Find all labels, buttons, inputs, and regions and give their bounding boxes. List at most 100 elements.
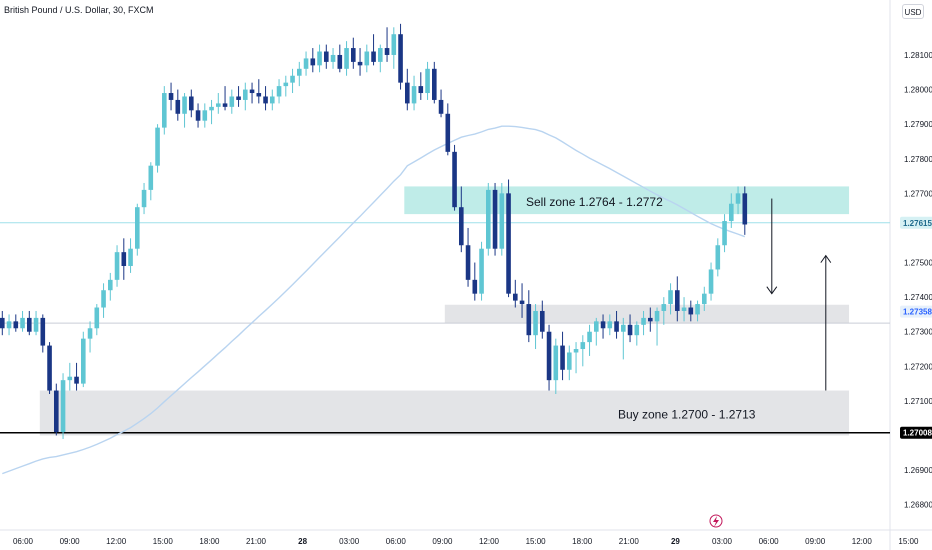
candle <box>0 317 5 329</box>
x-tick-label: 29 <box>671 537 680 546</box>
price-label: 1.27358 <box>903 308 932 317</box>
x-tick-label: 03:00 <box>339 537 360 546</box>
candle <box>465 245 471 280</box>
candle <box>567 352 572 370</box>
candle <box>202 110 208 121</box>
candle <box>506 193 511 294</box>
candle <box>600 321 606 329</box>
candle <box>438 99 444 114</box>
candle <box>735 193 741 204</box>
candle <box>546 331 552 381</box>
candle <box>425 68 430 94</box>
candle <box>533 310 538 336</box>
candle <box>81 338 86 384</box>
candle <box>391 34 397 55</box>
candle <box>27 317 32 332</box>
y-tick-label: 1.27400 <box>904 293 932 302</box>
candle <box>54 390 59 433</box>
candle <box>519 300 525 305</box>
candle <box>560 345 565 370</box>
candle <box>607 321 613 329</box>
candle <box>222 103 228 107</box>
candle <box>249 89 255 94</box>
price-label-box <box>900 216 932 229</box>
currency-button[interactable]: USD <box>902 4 924 19</box>
candle <box>418 86 424 94</box>
price-label: 1.27008 <box>903 429 932 438</box>
candle <box>74 376 79 384</box>
candle <box>148 165 154 190</box>
candle <box>121 252 127 266</box>
y-tick-label: 1.27300 <box>904 328 932 337</box>
candle <box>654 310 660 322</box>
candle <box>60 380 66 433</box>
candle <box>499 193 505 249</box>
x-tick-label: 06:00 <box>759 537 780 546</box>
candle <box>94 307 100 329</box>
x-tick-label: 09:00 <box>805 537 826 546</box>
candle <box>337 54 343 69</box>
candle <box>351 48 356 62</box>
chart-title: British Pound / U.S. Dollar, 30, FXCM <box>4 5 154 15</box>
candle <box>276 86 282 97</box>
candle <box>486 189 491 249</box>
candle <box>742 193 748 225</box>
candle <box>195 110 201 121</box>
candle <box>128 248 133 266</box>
candle <box>33 317 39 332</box>
candle <box>594 321 599 332</box>
zone-label: Buy zone 1.2700 - 1.2713 <box>618 408 756 422</box>
x-tick-label: 21:00 <box>246 537 267 546</box>
zone-box <box>404 186 850 215</box>
candle <box>114 252 120 280</box>
arrow-head <box>766 286 778 295</box>
candle <box>189 96 194 111</box>
candle <box>263 96 268 104</box>
x-tick-label: 21:00 <box>619 537 640 546</box>
x-tick-label: 28 <box>298 537 307 546</box>
candle <box>101 290 106 308</box>
zone-label: Sell zone 1.2764 - 1.2772 <box>526 195 663 209</box>
candle <box>310 58 316 66</box>
candle <box>378 48 383 62</box>
y-tick-label: 1.27700 <box>904 189 932 198</box>
candle <box>182 96 187 114</box>
candle <box>364 51 370 66</box>
price-label-box <box>900 305 932 318</box>
x-tick-label: 15:00 <box>153 537 174 546</box>
y-tick-label: 1.27200 <box>904 362 932 371</box>
y-tick-label: 1.28000 <box>904 86 932 95</box>
candle <box>330 54 336 62</box>
y-tick-label: 1.26800 <box>904 501 932 510</box>
candle <box>715 245 721 270</box>
candle <box>641 317 646 325</box>
candle <box>209 106 214 111</box>
y-tick-label: 1.26900 <box>904 466 932 475</box>
candle <box>432 68 437 100</box>
price-label-box <box>900 426 932 439</box>
candle <box>472 279 478 294</box>
candle <box>688 307 694 315</box>
candle <box>722 221 727 246</box>
candle <box>661 304 667 311</box>
y-tick-label: 1.27500 <box>904 259 932 268</box>
arrow-head <box>820 254 832 263</box>
x-tick-label: 18:00 <box>572 537 593 546</box>
candle <box>168 93 174 100</box>
candle <box>452 151 457 208</box>
candle <box>290 75 295 83</box>
candle <box>492 189 498 249</box>
candle <box>708 269 714 294</box>
candle <box>324 51 329 62</box>
candle <box>216 103 221 107</box>
candle <box>668 290 673 305</box>
y-tick-label: 1.28100 <box>904 51 932 60</box>
x-tick-label: 06:00 <box>13 537 34 546</box>
candle <box>67 376 73 381</box>
candle <box>459 207 464 246</box>
moving-average-line <box>2 125 746 475</box>
candle <box>398 34 403 83</box>
candle <box>614 321 619 332</box>
